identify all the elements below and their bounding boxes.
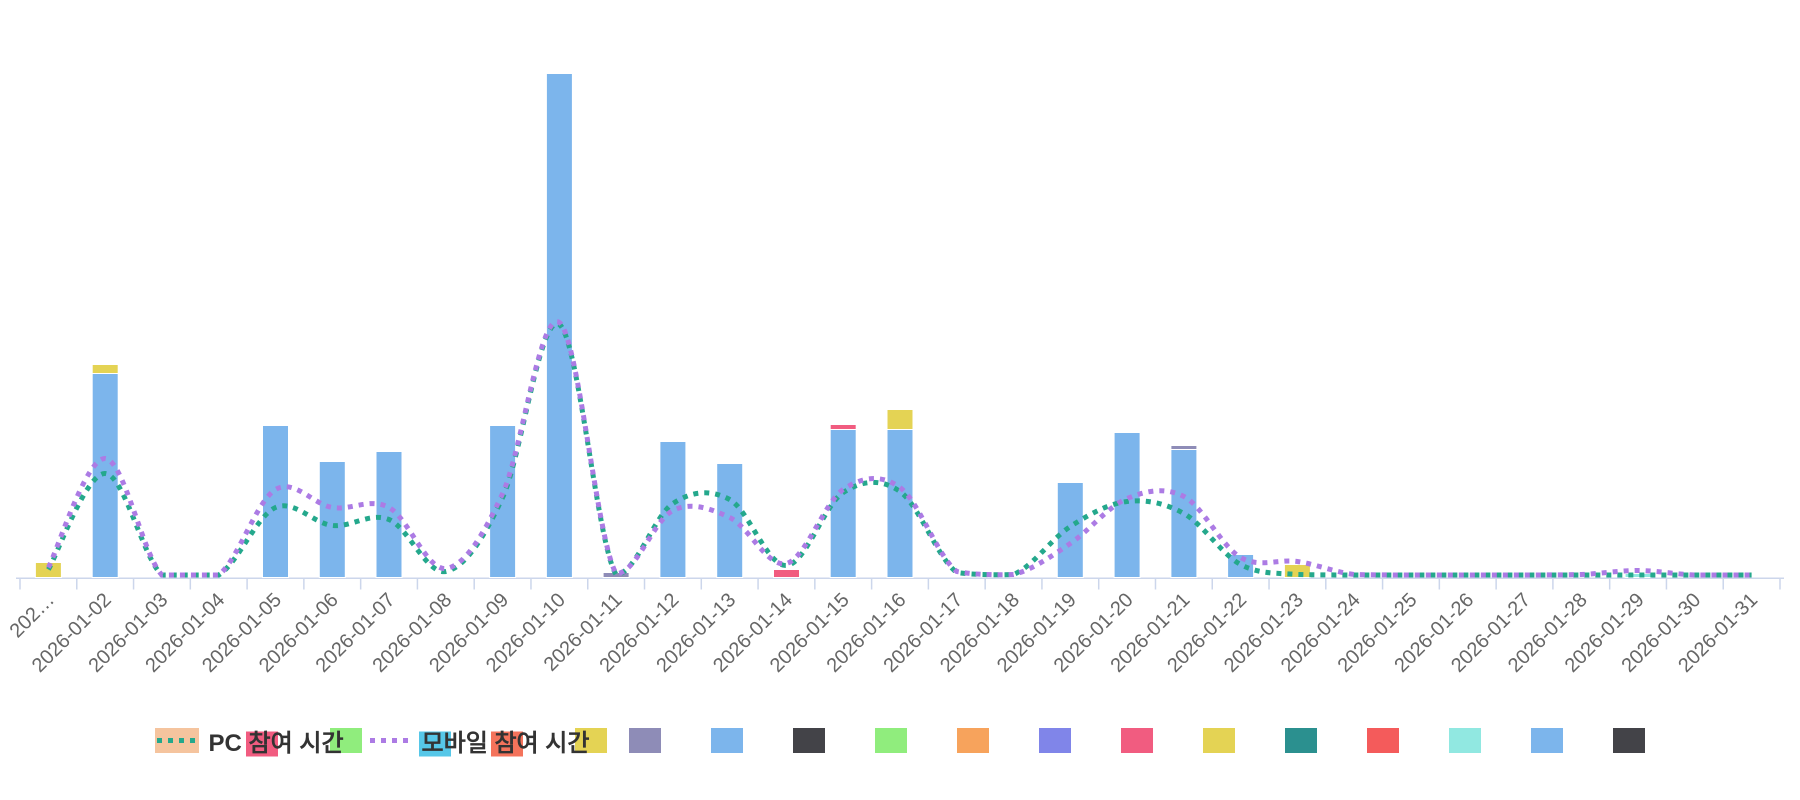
legend-swatch[interactable] <box>1203 728 1236 753</box>
columns-yellow-2026-01-02 <box>91 364 119 374</box>
dotted-line-icon <box>156 738 197 743</box>
legend-line-marker <box>154 728 199 753</box>
legend-swatch[interactable] <box>1039 728 1072 753</box>
x-axis <box>16 577 1784 590</box>
legend-swatch[interactable] <box>1613 728 1646 753</box>
legend-swatch[interactable] <box>711 728 744 753</box>
legend-swatch[interactable] <box>875 728 908 753</box>
columns-yellow-2026-01-16 <box>886 409 914 430</box>
legend-item-label: 모 바일 참여 시간 <box>418 723 589 758</box>
legend-overlap-swatch <box>575 728 608 753</box>
columns-blue-2026-01-06 <box>318 461 346 578</box>
chart-legend: PC 참여 시간 모 바일 참여 시간 <box>0 723 1800 758</box>
columns-blue-2026-01-22 <box>1227 554 1255 578</box>
legend-overlap-swatch <box>491 731 524 756</box>
dotted-line-icon <box>369 738 410 743</box>
mobile-participation-line <box>46 319 1752 578</box>
columns-pink-2026-01-15 <box>829 424 857 430</box>
columns-blue-2026-01-19 <box>1056 482 1084 578</box>
legend-swatch[interactable] <box>957 728 990 753</box>
columns-blue-2026-01-07 <box>375 451 403 578</box>
columns <box>34 73 1652 578</box>
columns-pink-2026-01-14 <box>773 569 800 578</box>
columns-blue-2026-01-15 <box>829 429 857 578</box>
columns-blue-2026-01-21 <box>1170 449 1198 578</box>
legend-item-pc[interactable]: PC 참여 시간 <box>154 723 362 758</box>
legend-line-marker <box>368 728 412 753</box>
legend-swatch[interactable] <box>1121 728 1154 753</box>
legend-swatch[interactable] <box>1285 728 1318 753</box>
x-tick-label: 202… <box>6 589 59 642</box>
legend-item-label: PC 참여 시간 <box>208 730 344 757</box>
legend-overlap-swatch <box>245 731 278 756</box>
columns-slate-2026-01-21 <box>1170 445 1198 450</box>
columns-blue-2026-01-05 <box>262 425 289 578</box>
x-axis-labels: 202…2026-01-022026-01-032026-01-042026-0… <box>6 589 1762 677</box>
legend-swatch[interactable] <box>1531 728 1564 753</box>
legend-swatch[interactable] <box>1449 728 1482 753</box>
legend-swatch[interactable] <box>629 728 662 753</box>
legend-swatch[interactable] <box>793 728 826 753</box>
columns-blue-2026-01-13 <box>716 463 744 578</box>
columns-blue-2026-01-09 <box>489 425 517 578</box>
legend-item-mobile[interactable]: 모 바일 참여 시간 <box>368 723 608 758</box>
columns-blue-2026-01-16 <box>886 429 914 578</box>
legend-swatch[interactable] <box>1367 728 1400 753</box>
legend-overlap-swatch <box>329 728 362 753</box>
